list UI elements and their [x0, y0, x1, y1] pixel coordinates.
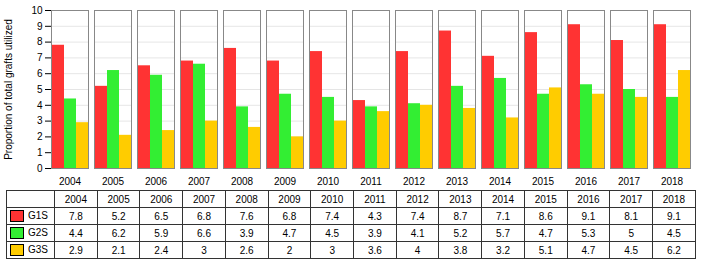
svg-text:2008: 2008 — [231, 176, 254, 187]
html-text:4.5: 4.5 — [325, 227, 340, 239]
html-text:2.9: 2.9 — [68, 244, 83, 256]
svg-text:2004: 2004 — [59, 176, 82, 187]
svg-text:2: 2 — [37, 131, 43, 142]
html-text:5.7: 5.7 — [496, 227, 510, 239]
html-text:6.6: 6.6 — [197, 227, 211, 239]
html-text:3.9: 3.9 — [367, 227, 382, 239]
svg-text:6: 6 — [37, 68, 43, 79]
svg-text:9: 9 — [37, 21, 43, 32]
html-text:2004: 2004 — [64, 193, 87, 205]
svg-text:1: 1 — [37, 147, 43, 158]
html-text:4.5: 4.5 — [624, 244, 639, 256]
svg-text:2012: 2012 — [403, 176, 426, 187]
svg-text:2013: 2013 — [446, 176, 469, 187]
html-text:2013: 2013 — [449, 193, 472, 205]
html-text:5.3: 5.3 — [581, 227, 596, 239]
svg-text:2009: 2009 — [274, 176, 297, 187]
svg-text:2018: 2018 — [661, 176, 684, 187]
svg-text:0: 0 — [37, 163, 43, 174]
html-text:5.2: 5.2 — [453, 227, 468, 239]
html-text:6.5: 6.5 — [154, 210, 169, 222]
html-text:5: 5 — [628, 227, 634, 239]
svg-text:4: 4 — [37, 100, 43, 111]
html-text:G1S: G1S — [28, 209, 48, 221]
html-text:3: 3 — [201, 244, 207, 256]
html-text:5.9: 5.9 — [154, 227, 169, 239]
html-text:7.8: 7.8 — [68, 210, 83, 222]
html-text:2007: 2007 — [192, 193, 216, 205]
html-text:8.7: 8.7 — [453, 210, 468, 222]
html-text:7.4: 7.4 — [325, 210, 340, 222]
html-text:2009: 2009 — [278, 193, 301, 205]
svg-text:2011: 2011 — [360, 176, 382, 187]
html-text:3.2: 3.2 — [496, 244, 510, 256]
html-text:4.7: 4.7 — [581, 244, 596, 256]
html-text:2010: 2010 — [321, 193, 344, 205]
html-text:2: 2 — [286, 244, 293, 256]
html-text:2015: 2015 — [534, 193, 557, 205]
svg-text:Proportion of total grafts uti: Proportion of total grafts utilized — [3, 19, 14, 160]
html-text:2016: 2016 — [577, 193, 600, 205]
html-text:4.3: 4.3 — [367, 210, 382, 222]
html-text:4.1: 4.1 — [410, 227, 425, 239]
svg-text:2007: 2007 — [188, 176, 211, 187]
html-text:2014: 2014 — [491, 193, 515, 205]
html-text:4.5: 4.5 — [667, 227, 681, 239]
svg-text:5: 5 — [37, 84, 43, 95]
html-text:4.7: 4.7 — [282, 227, 297, 239]
html-text:3: 3 — [329, 244, 335, 256]
html-text:5.1: 5.1 — [538, 244, 553, 256]
svg-text:7: 7 — [37, 52, 43, 63]
html-text:4.7: 4.7 — [538, 227, 553, 239]
html-text:2005: 2005 — [107, 193, 130, 205]
html-text:9.1: 9.1 — [581, 210, 596, 222]
html-text:G2S: G2S — [28, 226, 48, 238]
html-text:9.1: 9.1 — [667, 210, 681, 222]
html-text:6.8: 6.8 — [282, 210, 297, 222]
html-text:6.2: 6.2 — [667, 244, 681, 256]
svg-text:10: 10 — [31, 5, 43, 16]
html-text:2008: 2008 — [235, 193, 258, 205]
html-text:2018: 2018 — [662, 193, 685, 205]
html-text:3.6: 3.6 — [367, 244, 382, 256]
html-text:7.4: 7.4 — [410, 210, 425, 222]
html-text:2.1: 2.1 — [111, 244, 126, 256]
html-text:4: 4 — [414, 244, 421, 256]
html-text:2011: 2011 — [364, 193, 386, 205]
html-text:G3S: G3S — [28, 243, 48, 255]
html-text:5.2: 5.2 — [111, 210, 126, 222]
html-text:6.2: 6.2 — [111, 227, 126, 239]
html-text:6.8: 6.8 — [197, 210, 211, 222]
html-text:2006: 2006 — [150, 193, 173, 205]
svg-text:3: 3 — [37, 115, 43, 126]
html-text:3.9: 3.9 — [239, 227, 254, 239]
html-text:4.4: 4.4 — [68, 227, 83, 239]
html-text:8.6: 8.6 — [538, 210, 553, 222]
html-text:3.8: 3.8 — [453, 244, 468, 256]
html-text:2017: 2017 — [620, 193, 643, 205]
html-text:2.6: 2.6 — [239, 244, 254, 256]
svg-text:2017: 2017 — [618, 176, 641, 187]
svg-text:2014: 2014 — [489, 176, 512, 187]
svg-text:2006: 2006 — [145, 176, 168, 187]
svg-text:8: 8 — [37, 36, 43, 47]
svg-text:2016: 2016 — [575, 176, 598, 187]
html-text:8.1: 8.1 — [624, 210, 639, 222]
svg-text:2015: 2015 — [532, 176, 555, 187]
html-text:2.4: 2.4 — [154, 244, 169, 256]
html-text:2012: 2012 — [406, 193, 429, 205]
html-text:7.1: 7.1 — [496, 210, 510, 222]
html-text:7.6: 7.6 — [239, 210, 254, 222]
svg-text:2010: 2010 — [317, 176, 340, 187]
svg-text:2005: 2005 — [102, 176, 125, 187]
